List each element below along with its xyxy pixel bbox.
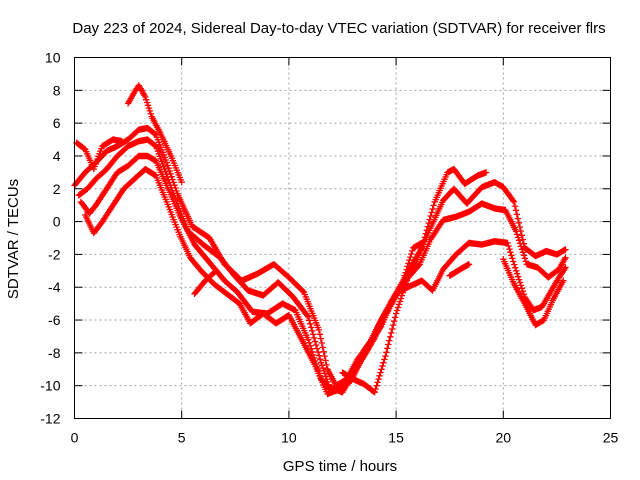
- y-tick-label: -6: [48, 312, 61, 328]
- y-tick-label: 4: [53, 148, 61, 164]
- y-tick-label: 10: [45, 50, 61, 66]
- y-axis-label: SDTVAR / TECUs: [5, 179, 22, 299]
- plus-markers: [124, 82, 185, 186]
- plus-markers: [500, 256, 567, 329]
- data-series-track-7: [191, 267, 220, 297]
- y-tick-label: -12: [40, 411, 60, 427]
- y-tick-label: -10: [40, 378, 60, 394]
- plus-markers: [401, 239, 425, 279]
- plus-markers: [191, 267, 220, 297]
- y-tick-label: -8: [48, 345, 61, 361]
- axis-ticks: [74, 57, 611, 419]
- x-tick-label: 15: [388, 430, 404, 446]
- y-tick-label: 2: [53, 181, 61, 197]
- y-tick-label: -2: [48, 246, 61, 262]
- data-series-track-8: [339, 277, 410, 396]
- data-series-track-9: [401, 239, 425, 279]
- x-tick-label: 25: [603, 430, 619, 446]
- x-axis-label: GPS time / hours: [283, 458, 397, 475]
- chart-title: Day 223 of 2024, Sidereal Day-to-day VTE…: [72, 20, 605, 37]
- plus-markers: [339, 277, 410, 396]
- x-tick-label: 5: [178, 430, 186, 446]
- data-series-track-2: [124, 82, 185, 186]
- data-series-track-11: [500, 256, 567, 329]
- plus-markers: [446, 261, 473, 279]
- y-tick-label: 6: [53, 115, 61, 131]
- plot-frame: [74, 57, 611, 419]
- y-tick-label: 8: [53, 82, 61, 98]
- y-tick-label: 0: [53, 214, 61, 230]
- data-series-track-10: [446, 261, 473, 279]
- y-tick-labels: -12 -10 -8 -6 -4 -2 0 2 4 6 8 10: [40, 50, 60, 427]
- x-tick-label: 20: [496, 430, 512, 446]
- y-tick-label: -4: [48, 279, 61, 295]
- x-tick-label: 0: [71, 430, 79, 446]
- x-tick-label: 10: [281, 430, 297, 446]
- x-tick-labels: 0 5 10 15 20 25: [71, 430, 619, 446]
